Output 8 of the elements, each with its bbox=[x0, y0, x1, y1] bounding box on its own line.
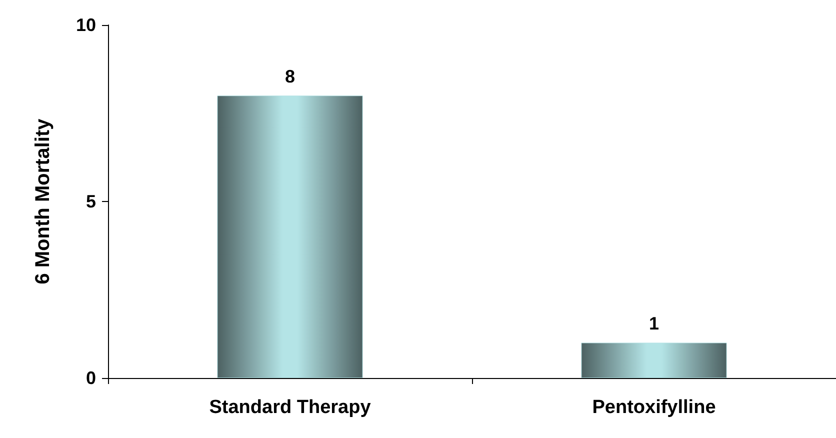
data-label: 1 bbox=[648, 314, 660, 334]
y-axis-title: 6 Month Mortality bbox=[32, 118, 54, 284]
data-label: 8 bbox=[284, 66, 296, 87]
y-tick-label: 0 bbox=[86, 368, 96, 388]
x-tick-label: Standard Therapy bbox=[209, 397, 372, 418]
x-tick-label: Pentoxifylline bbox=[592, 397, 716, 418]
y-tick-label: 10 bbox=[76, 15, 96, 35]
y-tick-label: 5 bbox=[86, 192, 96, 212]
